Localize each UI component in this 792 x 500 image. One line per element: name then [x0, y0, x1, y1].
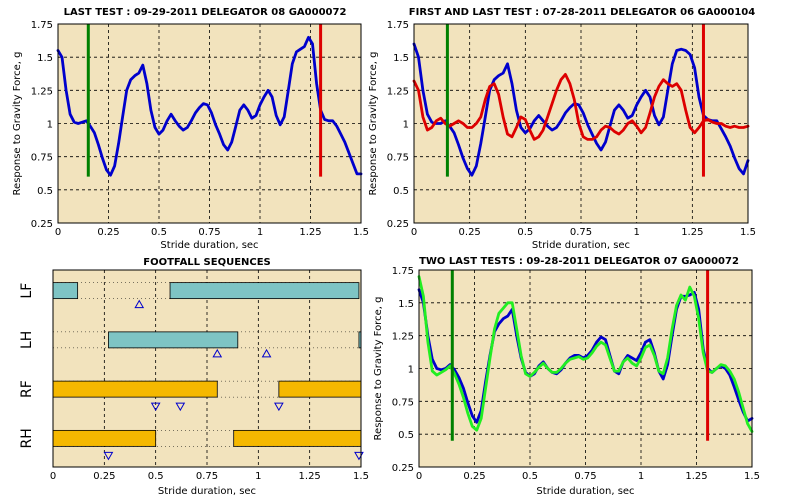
liftoff-marker	[134, 299, 145, 309]
x-axis-label: Stride duration, sec	[160, 240, 258, 251]
x-tick-label: 0	[411, 227, 417, 238]
chart-title: FOOTFALL SEQUENCES	[143, 257, 271, 268]
y-axis-label: Response to Gravity Force, g	[368, 52, 379, 196]
series-line-2	[412, 73, 750, 141]
y-tick-label: 1.5	[398, 299, 414, 310]
liftoff-marker	[212, 348, 223, 358]
y-tick-label: 0.75	[387, 153, 409, 164]
y-tick-label: 1	[403, 120, 409, 131]
y-tick-label: 0.25	[31, 219, 53, 230]
series-line-2	[417, 275, 754, 433]
y-tick-label: 1	[47, 120, 53, 131]
x-tick-label: 1.5	[353, 471, 369, 482]
chart-title: FIRST AND LAST TEST : 07-28-2011 DELEGAT…	[409, 7, 755, 18]
x-tick-label: 1.25	[685, 471, 707, 482]
y-tick-label: 1.75	[387, 20, 409, 31]
x-tick-label: 0.5	[522, 471, 538, 482]
y-tick-label: 0.5	[398, 430, 414, 441]
x-axis-label: Stride duration, sec	[532, 240, 630, 251]
x-tick-label: 0.25	[459, 227, 481, 238]
chart-3: FOOTFALL SEQUENCES Stride duration, sec 0 0…	[19, 257, 369, 497]
footfall-bar	[169, 282, 360, 300]
y-tick-label: 0.25	[387, 219, 409, 230]
y-tick-label: 1.25	[387, 86, 409, 97]
footfall-bar	[52, 380, 218, 398]
x-tick-label: 0.75	[198, 227, 220, 238]
y-tick-label: 1.5	[393, 53, 409, 64]
x-tick-label: 0.75	[570, 227, 592, 238]
plot-frame	[57, 23, 362, 224]
footfall-bar	[278, 380, 362, 398]
y-axis-label: Response to Gravity Force, g	[12, 52, 23, 196]
plot-frame	[413, 23, 749, 224]
x-tick-label: 0.5	[148, 471, 164, 482]
touchdown-marker	[150, 402, 161, 412]
x-tick-label: 1.25	[299, 471, 321, 482]
x-tick-label: 0.25	[463, 471, 485, 482]
plot-frame	[418, 269, 753, 468]
y-tick-label: 0.75	[31, 153, 53, 164]
x-axis-label: Stride duration, sec	[158, 486, 256, 497]
chart-2: FIRST AND LAST TEST : 07-28-2011 DELEGAT…	[368, 7, 756, 251]
x-tick-label: 0.25	[93, 471, 115, 482]
x-tick-label: 1	[638, 471, 644, 482]
footfall-bar	[52, 282, 79, 300]
chart-1: LAST TEST : 09-29-2011 DELEGATOR 08 GA00…	[12, 7, 369, 251]
x-tick-label: 1	[633, 227, 639, 238]
y-tick-label: 1	[408, 365, 414, 376]
x-tick-label: 0	[416, 471, 422, 482]
x-tick-label: 0.75	[196, 471, 218, 482]
y-tick-label: 0.5	[37, 186, 53, 197]
y-tick-label: 0.75	[392, 397, 414, 408]
row-label-lf: LF	[19, 283, 35, 299]
y-tick-label: 1.75	[31, 20, 53, 31]
x-tick-label: 1.5	[740, 227, 756, 238]
y-tick-label: 1.25	[392, 332, 414, 343]
x-tick-label: 0.5	[151, 227, 167, 238]
footfall-bar	[233, 429, 362, 447]
footfall-bar	[52, 429, 157, 447]
touchdown-marker	[175, 402, 186, 412]
y-tick-label: 1.25	[31, 86, 53, 97]
x-tick-label: 1.5	[353, 227, 369, 238]
row-label-lh: LH	[19, 331, 35, 349]
x-tick-label: 1.5	[744, 471, 760, 482]
chart-title: LAST TEST : 09-29-2011 DELEGATOR 08 GA00…	[64, 7, 347, 18]
y-tick-label: 1.5	[37, 53, 53, 64]
x-tick-label: 0	[50, 471, 56, 482]
chart-title: TWO LAST TESTS : 09-28-2011 DELEGATOR 07…	[419, 256, 739, 267]
y-tick-label: 1.75	[392, 266, 414, 277]
row-label-rh: RH	[19, 428, 35, 448]
y-axis-label: Response to Gravity Force, g	[373, 297, 384, 441]
x-tick-label: 0.5	[517, 227, 533, 238]
y-tick-label: 0.5	[393, 186, 409, 197]
y-tick-label: 0.25	[392, 463, 414, 474]
touchdown-marker	[274, 402, 284, 412]
footfall-bar	[108, 331, 239, 349]
liftoff-marker	[261, 348, 272, 358]
row-label-rf: RF	[19, 380, 35, 398]
x-tick-label: 1.25	[299, 227, 321, 238]
series-line-1	[412, 42, 750, 177]
touchdown-marker	[103, 451, 114, 461]
x-tick-label: 0	[55, 227, 61, 238]
plot-frame	[52, 269, 362, 468]
x-tick-label: 0.75	[574, 471, 596, 482]
series-line-1	[56, 35, 363, 177]
x-tick-label: 1	[255, 471, 261, 482]
x-tick-label: 1.25	[681, 227, 703, 238]
x-axis-label: Stride duration, sec	[536, 486, 634, 497]
chart-4: TWO LAST TESTS : 09-28-2011 DELEGATOR 07…	[373, 256, 760, 497]
x-tick-label: 1	[257, 227, 263, 238]
x-tick-label: 0.25	[97, 227, 119, 238]
